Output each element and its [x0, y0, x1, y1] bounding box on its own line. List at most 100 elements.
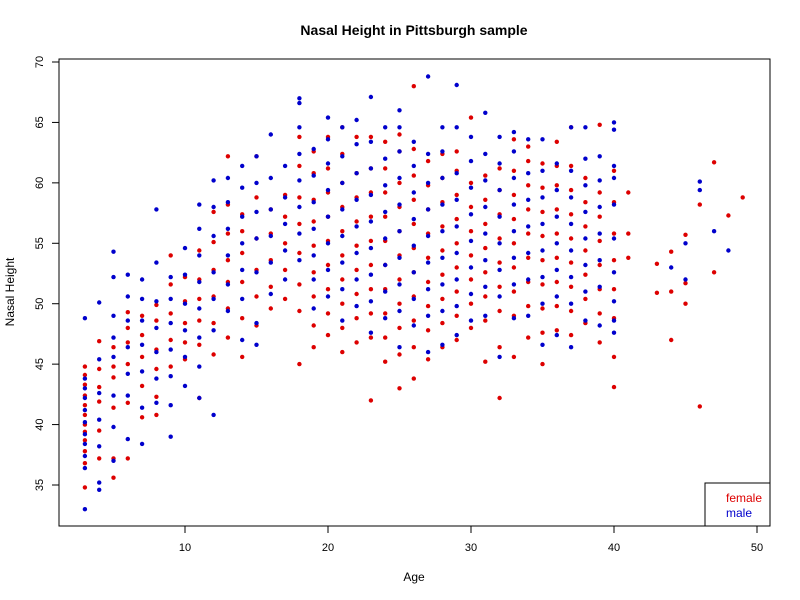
- data-point-male: [211, 204, 216, 210]
- y-tick-label: 55: [34, 237, 46, 249]
- data-point-male: [483, 178, 488, 183]
- data-point-male: [611, 318, 617, 323]
- data-point-male: [611, 120, 617, 125]
- data-point-female: [454, 337, 459, 343]
- data-point-male: [511, 316, 517, 321]
- data-point-female: [225, 154, 231, 159]
- data-point-female: [568, 260, 574, 265]
- data-point-male: [454, 197, 459, 202]
- data-point-male: [111, 393, 116, 398]
- data-point-male: [139, 369, 145, 374]
- data-point-male: [540, 342, 545, 347]
- data-point-male: [669, 265, 674, 270]
- data-point-male: [139, 405, 145, 410]
- plot-area-frame: [58, 58, 771, 527]
- data-point-male: [282, 221, 288, 227]
- data-point-male: [483, 151, 488, 157]
- data-point-male: [197, 253, 202, 258]
- data-point-male: [354, 277, 359, 282]
- data-point-male: [340, 154, 345, 159]
- data-point-female: [540, 306, 545, 311]
- data-point-female: [540, 330, 545, 335]
- data-point-male: [411, 139, 416, 144]
- data-point-female: [483, 197, 488, 202]
- data-point-female: [397, 325, 402, 331]
- data-point-female: [297, 221, 302, 227]
- data-point-female: [111, 405, 116, 410]
- data-point-male: [454, 277, 459, 282]
- data-point-male: [354, 142, 359, 147]
- data-point-male: [97, 417, 102, 422]
- data-point-female: [526, 183, 531, 188]
- data-point-male: [82, 395, 88, 401]
- data-point-male: [497, 294, 502, 299]
- data-point-female: [297, 250, 302, 256]
- data-point-male: [397, 282, 402, 287]
- data-point-female: [168, 311, 173, 316]
- data-point-female: [683, 301, 688, 306]
- data-point-female: [425, 328, 431, 333]
- data-point-female: [97, 366, 102, 372]
- data-point-male: [297, 258, 302, 263]
- data-point-female: [440, 248, 445, 253]
- x-tick-label: 20: [322, 542, 334, 554]
- data-point-male: [211, 328, 216, 333]
- data-point-male: [611, 175, 617, 181]
- data-point-male: [154, 400, 159, 405]
- data-point-female: [454, 265, 459, 270]
- data-point-male: [554, 294, 559, 299]
- data-point-male: [354, 250, 359, 256]
- data-point-male: [583, 289, 588, 294]
- data-point-male: [568, 221, 574, 227]
- data-point-female: [125, 400, 130, 405]
- data-point-female: [368, 398, 374, 403]
- data-point-male: [325, 267, 331, 273]
- data-point-male: [197, 226, 202, 231]
- data-point-female: [325, 287, 331, 292]
- data-point-male: [368, 330, 374, 335]
- data-point-male: [282, 195, 288, 200]
- data-point-female: [554, 255, 559, 260]
- data-point-male: [297, 231, 302, 236]
- data-point-female: [182, 320, 188, 326]
- data-point-female: [483, 294, 488, 299]
- data-point-male: [497, 134, 502, 140]
- data-point-male: [425, 233, 431, 239]
- data-point-male: [526, 250, 531, 256]
- data-point-female: [511, 137, 517, 142]
- data-point-female: [468, 277, 474, 282]
- data-point-female: [125, 456, 130, 461]
- data-point-male: [611, 270, 617, 275]
- data-point-male: [440, 342, 445, 347]
- data-point-female: [554, 328, 559, 333]
- data-point-female: [154, 318, 159, 323]
- data-point-male: [526, 171, 531, 176]
- data-point-male: [82, 453, 88, 459]
- data-point-female: [669, 337, 674, 343]
- data-point-male: [225, 226, 231, 231]
- data-point-male: [511, 229, 517, 234]
- data-point-male: [282, 277, 288, 282]
- data-point-male: [254, 342, 259, 347]
- data-point-male: [454, 125, 459, 130]
- data-point-male: [597, 204, 602, 210]
- data-point-female: [611, 287, 617, 292]
- data-point-female: [297, 195, 302, 200]
- data-point-male: [154, 349, 159, 355]
- data-point-male: [583, 125, 588, 130]
- data-point-male: [368, 299, 374, 304]
- data-point-male: [125, 371, 130, 376]
- data-point-female: [368, 262, 374, 268]
- data-point-male: [211, 412, 216, 418]
- data-point-male: [511, 282, 517, 287]
- data-point-male: [726, 248, 731, 253]
- data-point-male: [411, 323, 416, 328]
- data-point-female: [168, 253, 173, 258]
- data-point-male: [440, 202, 445, 207]
- data-point-female: [297, 282, 302, 287]
- data-point-female: [411, 146, 416, 152]
- data-point-male: [354, 303, 359, 309]
- data-point-female: [354, 267, 359, 273]
- data-point-female: [268, 306, 273, 311]
- data-point-female: [97, 456, 102, 461]
